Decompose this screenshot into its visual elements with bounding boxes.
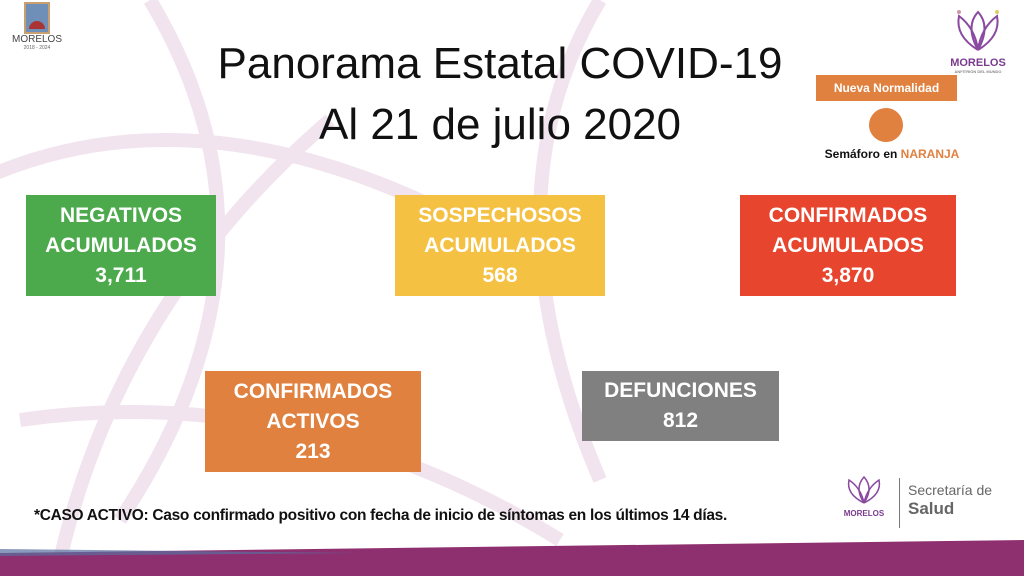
- nueva-normalidad-badge: Nueva Normalidad: [816, 75, 957, 101]
- footer-divider: [899, 478, 900, 528]
- semaforo-light-icon: [869, 108, 903, 142]
- semaforo-status: Semáforo en NARANJA: [816, 147, 968, 161]
- lotus-icon: [957, 10, 999, 51]
- logo-left-name: MORELOS: [11, 34, 62, 45]
- semaforo-level: NARANJA: [900, 147, 960, 161]
- card-value: 568: [482, 263, 518, 287]
- card-defunciones: DEFUNCIONES 812: [582, 371, 779, 441]
- morelos-shield-logo: MORELOS 2018 - 2024: [12, 2, 62, 51]
- card-label: CONFIRMADOS: [768, 203, 928, 227]
- logo-left-years: 2018 - 2024: [23, 45, 51, 51]
- card-label: DEFUNCIONES: [604, 379, 757, 402]
- card-label: ACUMULADOS: [424, 233, 576, 257]
- lotus-icon: [847, 475, 881, 504]
- page-title: Panorama Estatal COVID-19: [217, 39, 783, 88]
- card-value: 213: [295, 439, 331, 463]
- card-label: SOSPECHOSOS: [418, 203, 582, 227]
- card-label: NEGATIVOS: [59, 203, 183, 227]
- card-label: CONFIRMADOS: [233, 379, 393, 403]
- footer-morelos-logo: MORELOS: [838, 474, 890, 524]
- secretaria-line1: Secretaría de: [908, 482, 993, 498]
- card-value: 3,711: [95, 263, 147, 287]
- card-sospechosos: SOSPECHOSOS ACUMULADOS 568: [395, 195, 605, 296]
- footnote: *CASO ACTIVO: Caso confirmado positivo c…: [34, 507, 727, 524]
- morelos-lotus-logo: MORELOS ANFITRIÓN DEL MUNDO: [945, 6, 1011, 78]
- logo-right-name: MORELOS: [950, 57, 1006, 69]
- card-confirmados-activos: CONFIRMADOS ACTIVOS 213: [205, 371, 421, 472]
- page-subtitle-date: Al 21 de julio 2020: [318, 100, 682, 149]
- footer-band: [0, 540, 1024, 576]
- semaforo-label: Semáforo en: [824, 147, 898, 161]
- card-value: 3,870: [821, 263, 875, 287]
- secretaria-line2: Salud: [908, 499, 955, 518]
- shield-icon: [24, 2, 50, 34]
- card-value: 812: [662, 409, 699, 432]
- card-label: ACUMULADOS: [772, 233, 924, 257]
- card-label: ACTIVOS: [266, 409, 360, 433]
- footer-logo-name: MORELOS: [843, 509, 885, 518]
- card-negativos: NEGATIVOS ACUMULADOS 3,711: [26, 195, 216, 296]
- logo-right-subtitle: ANFITRIÓN DEL MUNDO: [954, 69, 1002, 74]
- card-confirmados: CONFIRMADOS ACUMULADOS 3,870: [740, 195, 956, 296]
- card-label: ACUMULADOS: [45, 233, 197, 257]
